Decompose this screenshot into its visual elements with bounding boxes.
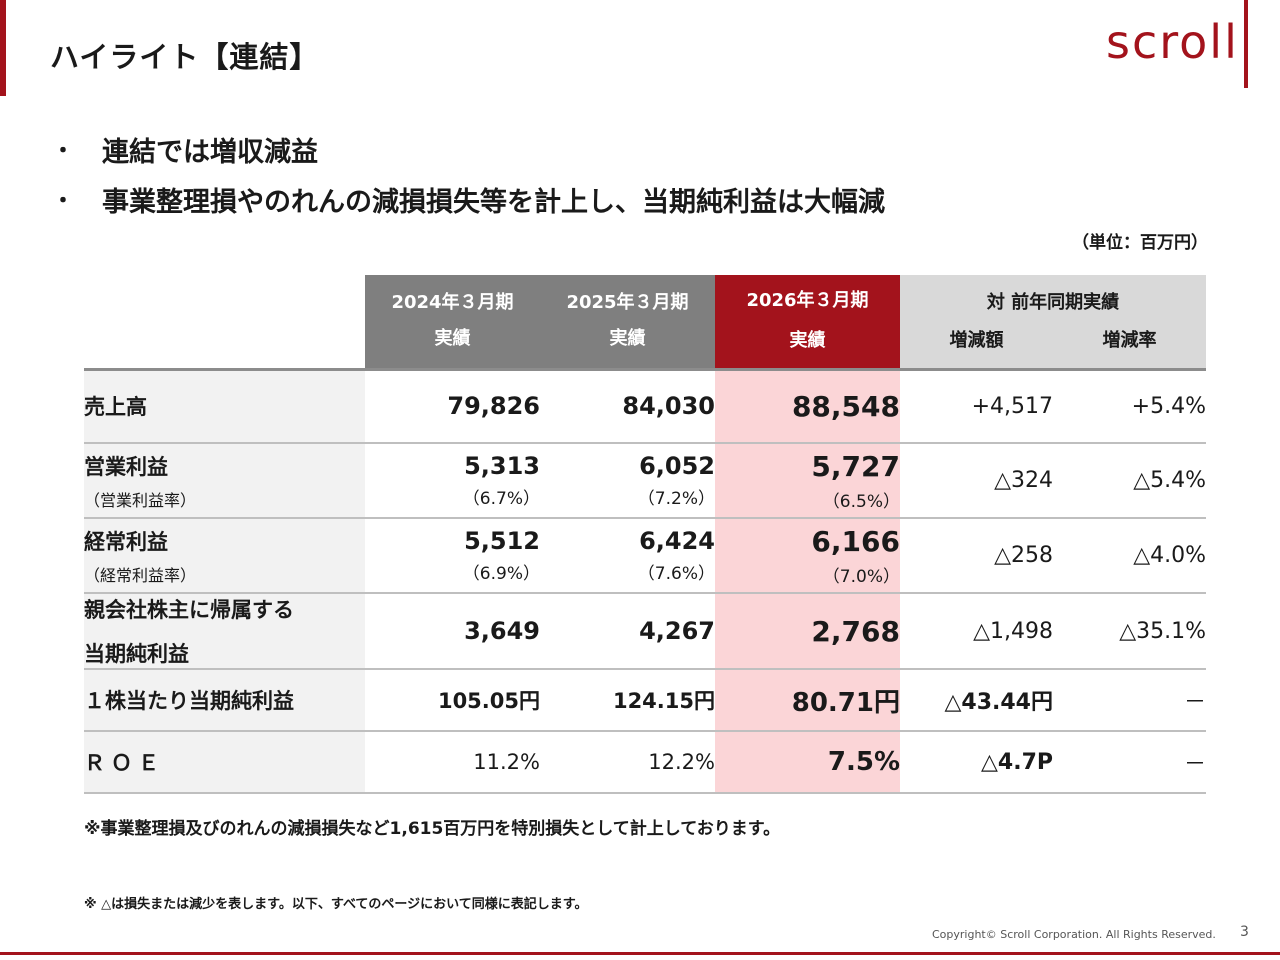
copyright: Copyright© Scroll Corporation. All Right… — [932, 928, 1216, 941]
header-fy2026-period: 2026年３月期 — [746, 290, 869, 312]
header-fy2026-type: 実績 — [789, 330, 826, 352]
header-fy2026: 2026年３月期 実績 — [715, 275, 900, 369]
cell-fy2025: 12.2% — [648, 750, 715, 774]
table-row: 売上高 79,826 84,030 88,548 +4,517 +5.4% — [84, 369, 1206, 443]
cell-fy2025: 6,052 （7.2%） — [540, 443, 715, 518]
cell-ratio: （7.2%） — [637, 489, 715, 509]
cell-fy2026: 80.71円 — [715, 669, 900, 731]
cell-fy2025: 124.15円 — [612, 689, 715, 713]
table-row: 親会社株主に帰属する 当期純利益 3,649 4,267 2,768 △1,498… — [84, 593, 1206, 669]
bullet-item: ・ 事業整理損やのれんの減損損失等を計上し、当期純利益は大幅減 — [52, 174, 885, 224]
header-yoy-rate: 増減率 — [1102, 330, 1157, 352]
accent-bar — [0, 0, 6, 96]
logo-text: scroll — [1106, 15, 1239, 69]
cell-fy2024: 79,826 — [447, 392, 540, 421]
bullet-item: ・ 連結では増収減益 — [52, 124, 885, 174]
footnote-triangle: ※ △は損失または減少を表します。以下、すべてのページにおいて同様に表記します。 — [84, 897, 588, 912]
cell-fy2026: 5,727 （6.5%） — [715, 443, 900, 518]
page-number: 3 — [1240, 924, 1249, 940]
logo-bar — [1244, 0, 1248, 88]
cell-fy2024: 5,313 （6.7%） — [365, 443, 540, 518]
unit-label: （単位：百万円） — [1072, 233, 1208, 253]
footnote-special-loss: ※事業整理損及びのれんの減損損失など1,615百万円を特別損失として計上しており… — [84, 819, 781, 839]
header-yoy: 対 前年同期実績 増減額 増減率 — [900, 275, 1206, 369]
bullet-mark: ・ — [52, 189, 75, 214]
cell-fy2024: 3,649 — [464, 617, 540, 645]
cell-ratio: （6.7%） — [462, 489, 540, 509]
table-row: 営業利益 （営業利益率） 5,313 （6.7%） 6,052 （7.2%） 5,72… — [84, 443, 1206, 518]
header-blank — [84, 275, 365, 369]
row-label: 営業利益 （営業利益率） — [84, 443, 365, 518]
header-fy2025-type: 実績 — [609, 328, 646, 350]
row-sublabel: 当期純利益 — [84, 642, 189, 666]
cell-fy2026: 2,768 — [715, 593, 900, 669]
table-row: １株当たり当期純利益 105.05円 124.15円 80.71円 △43.44… — [84, 669, 1206, 731]
cell-change: △258 — [994, 543, 1053, 568]
cell-change: △1,498 — [973, 618, 1053, 644]
header-fy2024: 2024年３月期 実績 — [365, 275, 540, 369]
cell-rate: +5.4% — [1131, 393, 1206, 419]
row-sublabel: （営業利益率） — [84, 490, 197, 510]
cell-rate: △35.1% — [1119, 618, 1206, 644]
row-label: ＲＯＥ — [84, 731, 365, 793]
cell-fy2024: 11.2% — [473, 750, 540, 774]
cell-ratio: （7.6%） — [637, 564, 715, 584]
row-label: 売上高 — [84, 369, 365, 443]
header-fy2024-period: 2024年３月期 — [391, 292, 514, 314]
bullet-text: 事業整理損やのれんの減損損失等を計上し、当期純利益は大幅減 — [102, 186, 885, 218]
header-fy2025: 2025年３月期 実績 — [540, 275, 715, 369]
bullet-mark: ・ — [52, 139, 75, 164]
header-yoy-title: 対 前年同期実績 — [986, 292, 1120, 314]
table-row: ＲＯＥ 11.2% 12.2% 7.5% △4.7P － — [84, 731, 1206, 793]
row-sublabel: （経常利益率） — [84, 565, 197, 585]
bottom-divider — [0, 952, 1280, 955]
row-label: 経常利益 （経常利益率） — [84, 518, 365, 593]
bullet-list: ・ 連結では増収減益 ・ 事業整理損やのれんの減損損失等を計上し、当期純利益は大… — [52, 124, 885, 224]
cell-change: +4,517 — [971, 393, 1053, 419]
cell-rate: － — [1183, 752, 1206, 777]
financial-table: 2024年３月期 実績 2025年３月期 実績 2026年３月期 実績 対 前年… — [84, 275, 1206, 794]
cell-fy2025: 4,267 — [639, 617, 715, 645]
header-fy2025-period: 2025年３月期 — [566, 292, 689, 314]
row-label: 親会社株主に帰属する 当期純利益 — [84, 593, 365, 669]
company-logo: scroll — [1106, 0, 1256, 90]
cell-fy2026: 6,166 （7.0%） — [715, 518, 900, 593]
cell-rate: △4.0% — [1133, 543, 1206, 568]
cell-fy2024: 5,512 （6.9%） — [365, 518, 540, 593]
table-row: 経常利益 （経常利益率） 5,512 （6.9%） 6,424 （7.6%） 6,16… — [84, 518, 1206, 593]
bullet-text: 連結では増収減益 — [102, 136, 318, 168]
cell-ratio: （6.9%） — [462, 564, 540, 584]
cell-fy2025: 6,424 （7.6%） — [540, 518, 715, 593]
header-yoy-change: 増減額 — [949, 330, 1004, 352]
cell-fy2025: 84,030 — [622, 392, 715, 421]
cell-change: △324 — [994, 468, 1053, 493]
cell-fy2026: 7.5% — [715, 731, 900, 793]
cell-rate: － — [1183, 690, 1206, 715]
cell-change: △4.7P — [980, 749, 1053, 775]
cell-ratio: （7.0%） — [822, 566, 900, 587]
cell-change: △43.44円 — [944, 690, 1053, 715]
header-fy2024-type: 実績 — [434, 328, 471, 350]
cell-fy2024: 105.05円 — [437, 689, 540, 713]
cell-fy2026: 88,548 — [715, 369, 900, 443]
page-title: ハイライト【連結】 — [50, 40, 320, 74]
row-label: １株当たり当期純利益 — [84, 669, 365, 731]
cell-rate: △5.4% — [1133, 468, 1206, 493]
cell-ratio: （6.5%） — [822, 491, 900, 512]
